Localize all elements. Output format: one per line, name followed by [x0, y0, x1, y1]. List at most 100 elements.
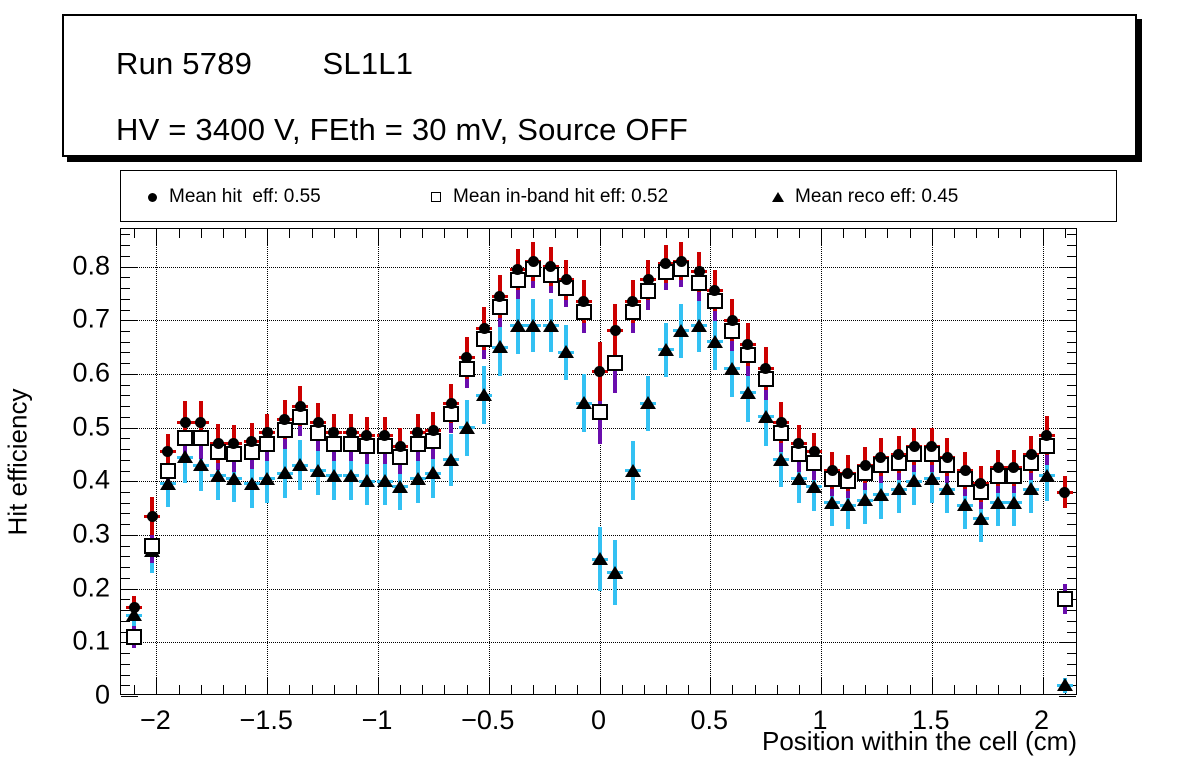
axis-tick-y — [121, 384, 130, 386]
data-point-hit-eff — [494, 290, 506, 302]
axis-tick-x — [776, 229, 778, 238]
axis-tick-y — [121, 255, 130, 257]
axis-tick-x — [798, 229, 800, 238]
data-point-reco-eff — [159, 476, 176, 490]
y-tick-label: 0.3 — [72, 518, 110, 549]
axis-tick-x — [887, 685, 889, 694]
data-point-hit-eff — [975, 478, 987, 490]
axis-tick-y — [1067, 674, 1076, 676]
axis-tick-y — [1067, 384, 1076, 386]
data-point-hit-eff — [261, 427, 273, 439]
data-point-hit-eff — [926, 440, 938, 452]
axis-tick-y — [1067, 545, 1076, 547]
axis-tick-x — [533, 685, 535, 694]
axis-tick-x — [621, 685, 623, 694]
axis-tick-y — [1067, 577, 1076, 579]
data-point-inband-hit-eff — [159, 462, 176, 479]
data-point-hit-eff — [545, 261, 557, 273]
axis-tick-y — [121, 599, 130, 601]
data-point-reco-eff — [376, 474, 393, 488]
axis-tick-x — [555, 685, 557, 694]
axis-tick-x — [510, 229, 512, 238]
axis-tick-x — [289, 685, 291, 694]
data-point-hit-eff — [195, 416, 207, 428]
axis-tick-y — [1067, 341, 1076, 343]
axis-tick-y — [121, 674, 130, 676]
data-point-hit-eff — [908, 440, 920, 452]
data-point-reco-eff — [607, 565, 623, 579]
axis-tick-y — [121, 577, 130, 579]
data-point-reco-eff — [773, 452, 790, 466]
data-point-hit-eff — [1041, 430, 1053, 442]
axis-tick-y — [1067, 502, 1076, 504]
legend-entry-inband-hit-eff: Mean in-band hit eff: 0.52 — [419, 171, 668, 223]
axis-tick-x — [466, 229, 468, 238]
axis-tick-x — [311, 685, 313, 694]
gridline-vertical — [1042, 229, 1044, 694]
axis-tick-x — [953, 685, 955, 694]
data-point-hit-eff — [875, 451, 887, 463]
data-point-hit-eff — [842, 467, 854, 479]
axis-tick-y — [121, 449, 130, 451]
axis-tick-x — [1064, 229, 1066, 238]
gridline-vertical — [377, 229, 379, 694]
axis-tick-x — [267, 229, 269, 246]
axis-tick-x — [134, 229, 136, 238]
axis-tick-y — [1059, 266, 1076, 268]
axis-tick-y — [121, 427, 138, 429]
axis-tick-x — [754, 229, 756, 238]
data-point-reco-eff — [706, 334, 723, 348]
data-point-inband-hit-eff — [343, 435, 360, 452]
data-point-reco-eff — [210, 468, 227, 482]
data-point-reco-eff — [425, 466, 442, 480]
axis-tick-x — [976, 685, 978, 694]
plot-area — [121, 229, 1076, 697]
axis-tick-x — [976, 229, 978, 238]
legend-box: Mean hit eff: 0.55 Mean in-band hit eff:… — [120, 170, 1117, 222]
data-point-reco-eff — [624, 463, 641, 477]
axis-tick-x — [688, 229, 690, 238]
axis-tick-x — [931, 677, 933, 694]
gridline-vertical — [599, 229, 601, 694]
x-axis-title: Position within the cell (cm) — [762, 726, 1077, 756]
data-point-hit-eff — [560, 274, 572, 286]
gridline-vertical — [710, 229, 712, 694]
axis-tick-y — [1067, 556, 1076, 558]
data-point-reco-eff — [972, 511, 989, 525]
data-point-hit-eff — [959, 465, 971, 477]
axis-tick-y — [1067, 513, 1076, 515]
data-point-reco-eff — [957, 498, 974, 512]
data-point-inband-hit-eff — [192, 430, 209, 447]
axis-tick-y — [121, 309, 130, 311]
axis-tick-x — [156, 229, 158, 246]
title-line-run: Run 5789 SL1L1 — [116, 46, 414, 81]
axis-tick-x — [798, 685, 800, 694]
data-point-inband-hit-eff — [126, 628, 143, 645]
axis-tick-x — [643, 685, 645, 694]
data-point-reco-eff — [259, 471, 276, 485]
y-tick-label: 0 — [94, 679, 110, 710]
x-tick-label: 2 — [1034, 705, 1050, 735]
data-point-reco-eff — [476, 388, 493, 402]
axis-tick-y — [121, 620, 130, 622]
data-point-hit-eff — [361, 430, 373, 442]
data-point-reco-eff — [558, 345, 575, 359]
data-point-reco-eff — [509, 318, 526, 332]
y-tick-label: 0.1 — [72, 625, 110, 656]
data-point-inband-hit-eff — [640, 282, 657, 299]
y-tick-label: 0.4 — [72, 464, 110, 495]
axis-tick-x — [665, 685, 667, 694]
y-tick-label: 0.7 — [72, 303, 110, 334]
axis-tick-y — [121, 341, 130, 343]
data-point-inband-hit-eff — [409, 435, 426, 452]
data-point-hit-eff — [527, 255, 539, 267]
axis-tick-x — [865, 685, 867, 694]
data-point-inband-hit-eff — [591, 403, 608, 420]
data-point-reco-eff — [491, 340, 508, 354]
data-point-hit-eff — [941, 451, 953, 463]
data-point-reco-eff — [691, 318, 708, 332]
data-point-hit-eff — [1025, 448, 1037, 460]
axis-tick-y — [1067, 298, 1076, 300]
axis-tick-x — [289, 229, 291, 238]
filled-circle-icon — [135, 192, 169, 202]
